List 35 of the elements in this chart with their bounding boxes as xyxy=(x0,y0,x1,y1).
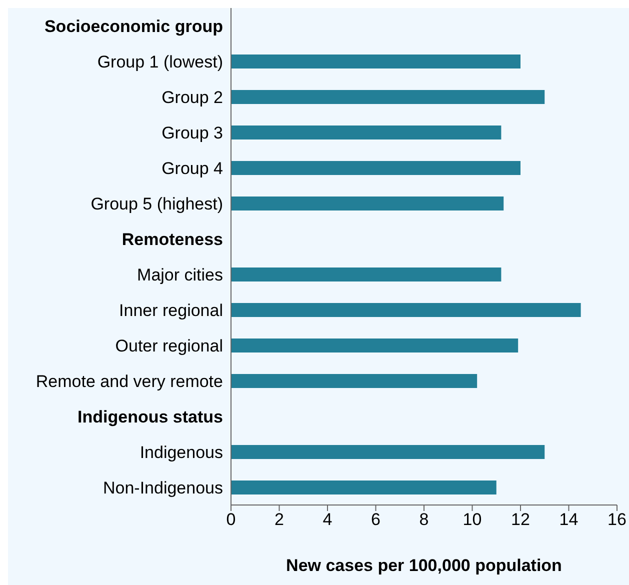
y-tick-label: Non-Indigenous xyxy=(102,478,223,498)
y-tick-label: Group 3 xyxy=(162,123,223,142)
bar xyxy=(231,161,520,175)
bar xyxy=(231,338,518,352)
bar xyxy=(231,268,502,282)
y-tick-label: Remoteness xyxy=(122,230,223,249)
y-tick-label: Outer regional xyxy=(115,336,223,356)
y-tick-label: Inner regional xyxy=(119,300,223,320)
y-tick-label: Group 5 (highest) xyxy=(90,194,223,214)
x-tick-label: 0 xyxy=(226,510,236,530)
x-axis-title: New cases per 100,000 population xyxy=(286,556,562,575)
x-tick-label: 14 xyxy=(559,510,578,530)
y-tick-label: Socioeconomic group xyxy=(44,16,223,36)
y-tick-label: Indigenous xyxy=(140,442,223,462)
x-tick-label: 6 xyxy=(371,510,380,530)
y-tick-label: Group 1 (lowest) xyxy=(97,52,223,72)
y-tick-label: Group 4 xyxy=(162,158,223,178)
bar xyxy=(231,445,545,459)
x-tick-label: 4 xyxy=(322,510,332,530)
y-tick-label: Major cities xyxy=(137,265,223,284)
y-tick-label: Indigenous status xyxy=(78,407,223,426)
x-tick-label: 8 xyxy=(419,510,429,530)
x-tick-label: 12 xyxy=(511,510,530,530)
bar xyxy=(231,374,478,388)
x-tick-label: 2 xyxy=(274,510,284,530)
bar xyxy=(231,480,496,494)
x-tick-label: 16 xyxy=(608,510,626,530)
y-tick-label: Group 2 xyxy=(162,88,223,107)
bar xyxy=(231,126,502,140)
y-tick-label: Remote and very remote xyxy=(36,372,223,391)
bar xyxy=(231,303,581,317)
bar xyxy=(231,90,545,104)
bar xyxy=(231,196,504,210)
bar xyxy=(231,54,520,68)
x-tick-label: 10 xyxy=(462,510,482,530)
